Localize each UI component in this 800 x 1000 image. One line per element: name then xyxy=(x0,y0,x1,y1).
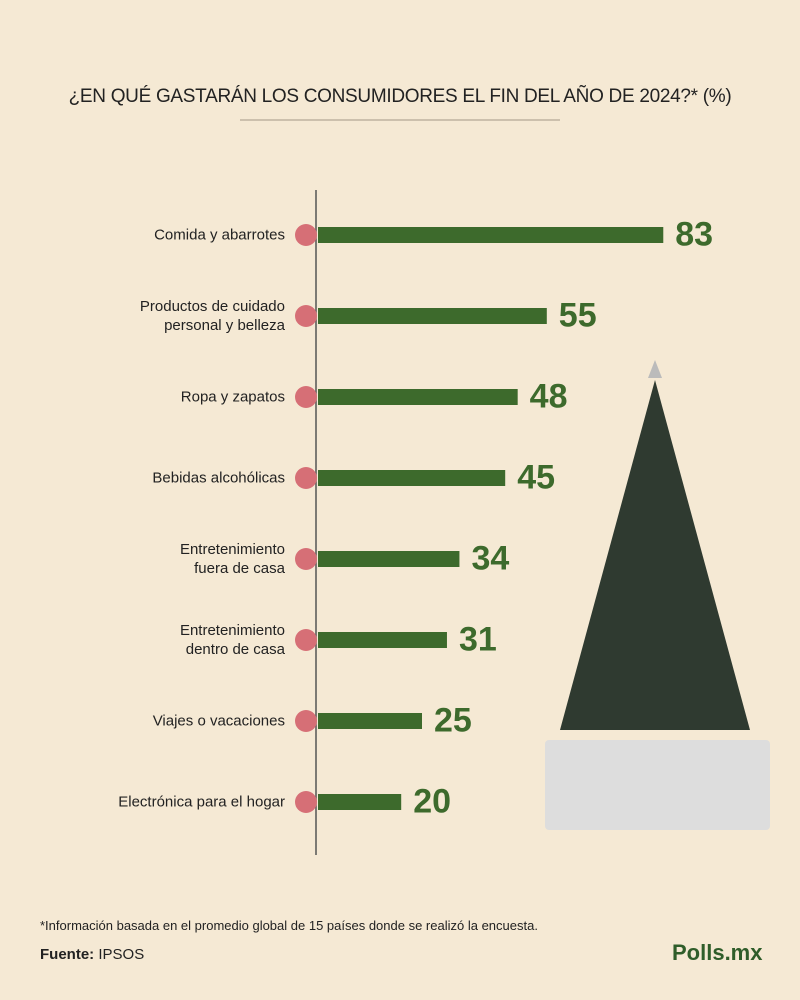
category-label: Ropa y zapatos xyxy=(180,388,285,406)
bar xyxy=(318,794,402,810)
category-icon xyxy=(295,629,317,651)
category-icon xyxy=(295,305,317,327)
value-label: 25 xyxy=(434,701,472,740)
logo: Polls.mx xyxy=(672,940,763,965)
bar xyxy=(318,632,447,648)
bar xyxy=(318,470,506,486)
value-label: 48 xyxy=(529,377,568,416)
value-label: 20 xyxy=(413,782,452,821)
value-label: 83 xyxy=(675,215,714,254)
value-label: 55 xyxy=(558,296,597,335)
category-label: Entretenimiento fuera de casa xyxy=(179,541,285,577)
bar xyxy=(318,713,422,729)
category-icon xyxy=(295,467,317,489)
source: Fuente: IPSOS xyxy=(40,946,144,963)
source-label: Fuente: xyxy=(40,946,95,963)
chart-title: ¿EN QUÉ GASTARÁN LOS CONSUMIDORES EL FIN… xyxy=(68,86,732,107)
bar xyxy=(318,227,664,243)
bar xyxy=(318,551,460,567)
category-label: Electrónica para el hogar xyxy=(118,793,285,811)
category-icon xyxy=(295,710,317,732)
category-icon xyxy=(295,224,317,246)
footnote: *Información basada en el promedio globa… xyxy=(40,918,538,933)
bar xyxy=(318,308,547,324)
category-label: Bebidas alcohólicas xyxy=(152,469,285,487)
bar xyxy=(318,389,518,405)
category-label: Entretenimiento dentro de casa xyxy=(179,622,285,658)
tree-decoration xyxy=(545,360,770,830)
value-label: 45 xyxy=(517,458,556,497)
category-icon xyxy=(295,548,317,570)
category-label: Viajes o vacaciones xyxy=(152,712,285,730)
category-icon xyxy=(295,791,317,813)
category-icon xyxy=(295,386,317,408)
value-label: 31 xyxy=(458,620,497,659)
category-label: Productos de cuidado personal y belleza xyxy=(139,298,285,334)
category-label: Comida y abarrotes xyxy=(154,226,285,244)
value-label: 34 xyxy=(471,539,510,578)
source-name: IPSOS xyxy=(98,946,145,963)
